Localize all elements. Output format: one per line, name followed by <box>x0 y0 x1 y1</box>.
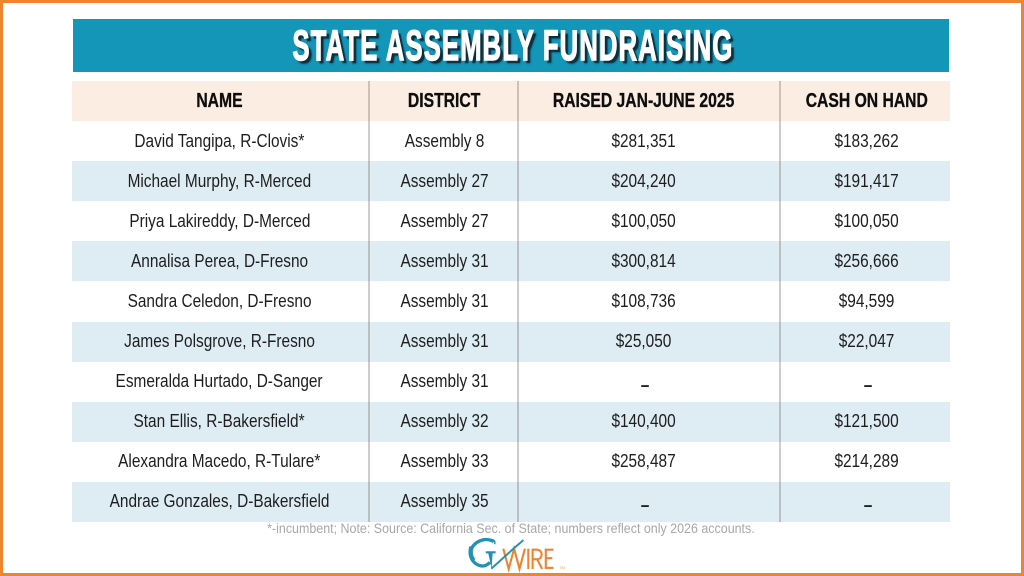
svg-text:TM: TM <box>560 566 565 570</box>
